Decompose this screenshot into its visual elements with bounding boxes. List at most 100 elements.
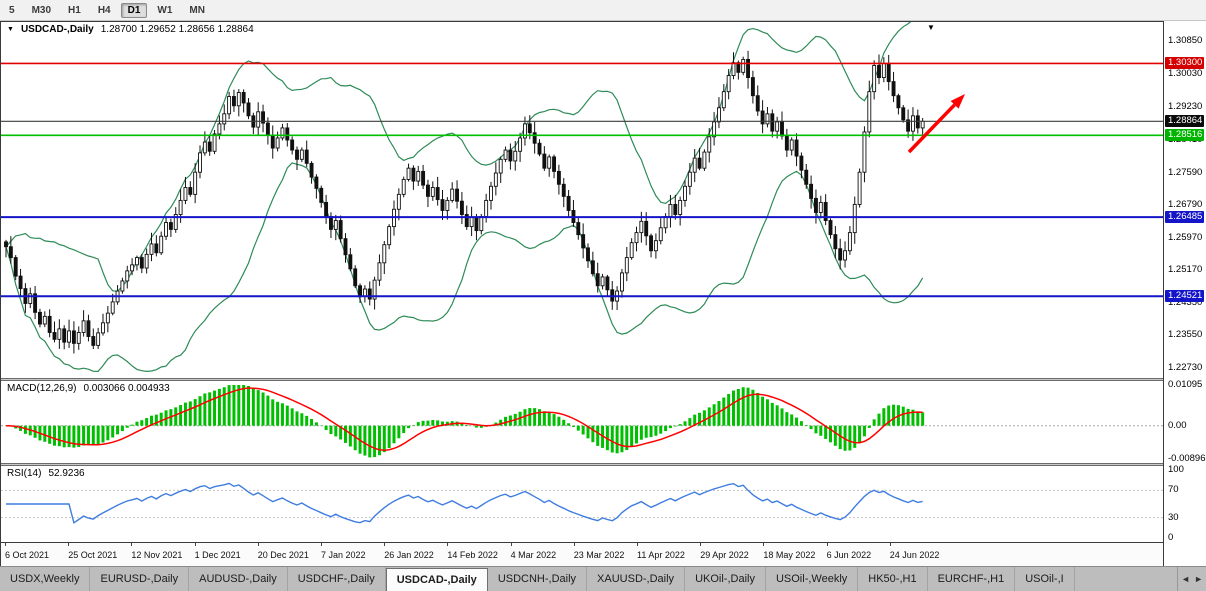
date-axis-tick (384, 543, 386, 546)
date-axis-tick (131, 543, 133, 546)
chart-tab-hk50-h1[interactable]: HK50-,H1 (858, 567, 928, 591)
rsi-chart[interactable] (1, 466, 1163, 542)
date-axis-tick (194, 543, 196, 546)
rsi-name: RSI(14) (7, 468, 42, 479)
price-axis-tick: 1.24350 (1168, 297, 1203, 309)
macd-panel[interactable]: MACD(12,26,9) 0.003066 0.004933 (1, 381, 1163, 463)
rsi-panel[interactable]: RSI(14) 52.9236 (1, 466, 1163, 542)
date-axis-label: 20 Dec 2021 (257, 550, 309, 560)
rsi-label: RSI(14) 52.9236 (7, 468, 85, 479)
price-axis-tick: 1.27590 (1168, 166, 1203, 178)
date-axis-tick (68, 543, 70, 546)
tab-scroll-buttons: ◄ ► (1177, 567, 1206, 591)
date-axis-tick (763, 543, 765, 546)
date-axis[interactable]: 6 Oct 2021 25 Oct 2021 12 Nov 2021 1 Dec 20… (1, 542, 1163, 566)
chart-title: ▼ USDCAD-,Daily 1.28700 1.29652 1.28656 … (7, 24, 254, 35)
macd-label: MACD(12,26,9) 0.003066 0.004933 (7, 383, 170, 394)
date-axis-label: 7 Jan 2022 (321, 550, 366, 560)
date-axis-label: 29 Apr 2022 (700, 550, 749, 560)
panel-separator[interactable] (1, 463, 1163, 466)
price-axis-tick: 1.22730 (1168, 362, 1203, 374)
rsi-axis-tick: 100 (1168, 464, 1184, 475)
rsi-axis-tick: 30 (1168, 511, 1179, 523)
chart-tab-usdchf-daily[interactable]: USDCHF-,Daily (288, 567, 386, 591)
date-axis-tick (889, 543, 891, 546)
chart-tab-usdx-weekly[interactable]: USDX,Weekly (0, 567, 91, 591)
timeframe-button-h4[interactable]: H4 (97, 4, 111, 16)
chart-area: ▼ USDCAD-,Daily 1.28700 1.29652 1.28656 … (0, 21, 1164, 566)
date-axis-tick (637, 543, 638, 546)
chart-tab-audusd-daily[interactable]: AUDUSD-,Daily (189, 567, 288, 591)
timeframe-button-w1[interactable]: W1 (157, 4, 173, 16)
date-axis-label: 25 Oct 2021 (68, 550, 118, 560)
timeframe-button-d1[interactable]: D1 (120, 2, 148, 18)
chart-shift-marker-icon[interactable]: ▼ (927, 23, 935, 32)
ohlc-values: 1.28700 1.29652 1.28656 1.28864 (100, 24, 254, 35)
macd-axis-tick: -0.00896 (1168, 453, 1206, 464)
chart-tab-usoil-weekly[interactable]: USOil-,Weekly (766, 567, 859, 591)
chart-tabbar: USDX,Weekly EURUSD-,Daily AUDUSD-,Daily USD… (0, 566, 1206, 591)
symbol-period-label: USDCAD-,Daily (20, 24, 94, 35)
timeframe-button-5[interactable]: 5 (9, 4, 15, 16)
date-axis-label: 18 May 2022 (763, 550, 816, 560)
rsi-axis-tick: 0 (1168, 532, 1174, 543)
chart-tab-usoil-i[interactable]: USOil-,I (1015, 567, 1075, 591)
chart-tab-ukoil-daily[interactable]: UKOil-,Daily (685, 567, 766, 591)
price-level-tag: 1.28516 (1165, 129, 1204, 142)
chart-tabs: USDX,Weekly EURUSD-,Daily AUDUSD-,Daily USD… (0, 567, 1075, 591)
chart-tab-usdcnh-daily[interactable]: USDCNH-,Daily (488, 567, 588, 591)
price-axis[interactable]: 1.308501.300301.292301.284101.275901.267… (1164, 21, 1206, 566)
date-axis-tick (573, 543, 575, 546)
price-axis-tick: 1.29230 (1168, 100, 1203, 112)
date-axis-label: 23 Mar 2022 (573, 550, 625, 560)
collapse-icon[interactable]: ▼ (7, 26, 14, 33)
timeframe-toolbar: 5 M30 H1 H4 D1 W1 MN (0, 0, 1206, 21)
price-panel[interactable]: ▼ USDCAD-,Daily 1.28700 1.29652 1.28656 … (1, 22, 1163, 378)
chart-workspace: ▼ USDCAD-,Daily 1.28700 1.29652 1.28656 … (0, 21, 1206, 566)
chart-tab-eurusd-daily[interactable]: EURUSD-,Daily (90, 567, 190, 591)
date-axis-tick (5, 543, 6, 546)
price-level-tag: 1.24521 (1165, 290, 1204, 303)
chart-tab-eurchf-h1[interactable]: EURCHF-,H1 (928, 567, 1016, 591)
date-axis-tick (257, 543, 259, 546)
macd-current-values: 0.003066 0.004933 (83, 383, 170, 394)
chart-tab-usdcad-daily[interactable]: USDCAD-,Daily (385, 568, 488, 591)
price-axis-tick: 1.25970 (1168, 231, 1203, 243)
date-axis-label: 4 Mar 2022 (510, 550, 557, 560)
rsi-axis-tick: 70 (1168, 484, 1179, 496)
timeframe-button-h1[interactable]: H1 (68, 4, 81, 16)
timeframe-button-mn[interactable]: MN (189, 4, 205, 16)
price-axis-tick: 1.25170 (1168, 264, 1203, 276)
date-axis-label: 26 Jan 2022 (384, 550, 434, 560)
tab-scroll-right-icon[interactable]: ► (1194, 574, 1203, 584)
price-axis-tick: 1.30030 (1168, 68, 1203, 80)
date-axis-label: 24 Jun 2022 (889, 550, 940, 560)
price-level-tag: 1.28864 (1165, 115, 1204, 128)
date-axis-tick (321, 543, 322, 546)
chart-tab-xauusd-daily[interactable]: XAUUSD-,Daily (587, 567, 686, 591)
rsi-current-value: 52.9236 (48, 468, 85, 479)
date-axis-label: 1 Dec 2021 (194, 550, 241, 560)
price-axis-tick: 1.23550 (1168, 329, 1203, 341)
timeframe-button-m30[interactable]: M30 (31, 4, 52, 16)
price-axis-tick: 1.26790 (1168, 198, 1203, 210)
price-axis-tick: 1.30850 (1168, 35, 1203, 47)
date-axis-label: 12 Nov 2021 (131, 550, 183, 560)
macd-name: MACD(12,26,9) (7, 383, 77, 394)
price-level-tag: 1.26485 (1165, 211, 1204, 224)
macd-axis-tick: 0.01095 (1168, 379, 1203, 390)
price-level-tag: 1.30300 (1165, 57, 1204, 70)
date-axis-label: 11 Apr 2022 (637, 550, 685, 560)
date-axis-label: 6 Oct 2021 (5, 550, 50, 560)
date-axis-tick (447, 543, 449, 546)
date-axis-label: 6 Jun 2022 (826, 550, 872, 560)
panel-separator[interactable] (1, 378, 1163, 381)
price-chart[interactable] (1, 22, 1163, 378)
macd-axis-tick: 0.00 (1168, 419, 1187, 431)
date-axis-label: 14 Feb 2022 (447, 550, 498, 560)
tab-scroll-left-icon[interactable]: ◄ (1181, 574, 1191, 584)
macd-chart[interactable] (1, 381, 1163, 463)
date-axis-tick (826, 543, 828, 546)
date-axis-tick (700, 543, 702, 546)
